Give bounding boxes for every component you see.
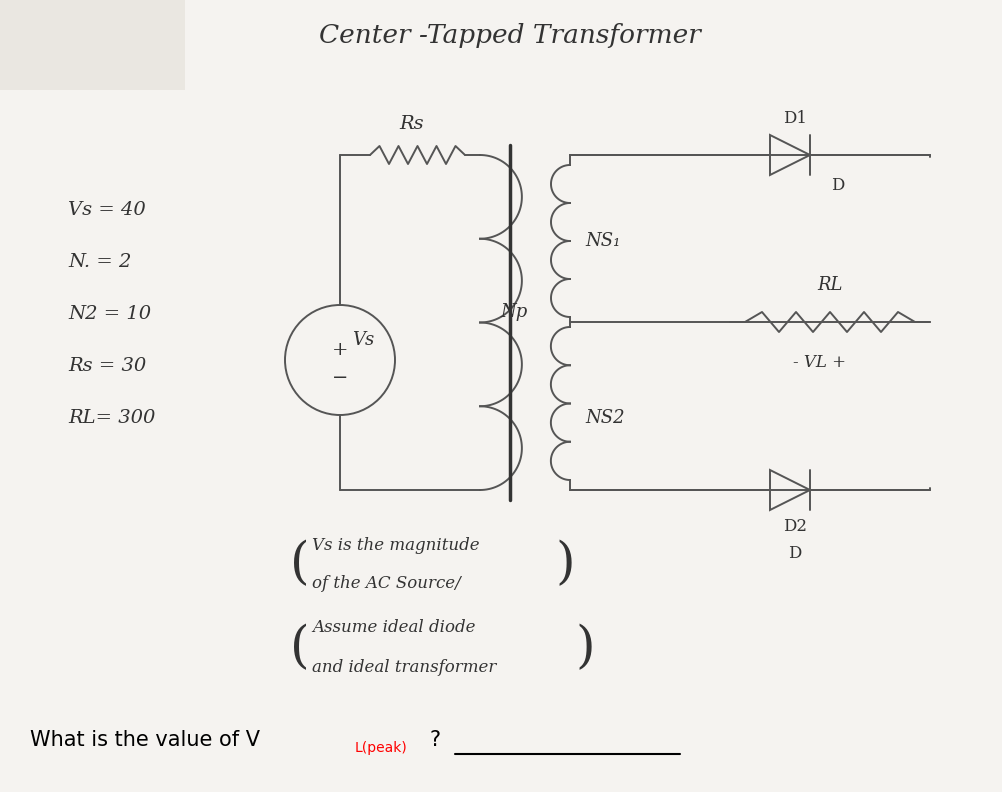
Text: RL= 300: RL= 300 — [68, 409, 155, 427]
Text: RL: RL — [817, 276, 842, 294]
Text: What is the value of V: What is the value of V — [30, 730, 260, 750]
Text: N2 = 10: N2 = 10 — [68, 305, 151, 323]
Text: Np: Np — [500, 303, 527, 321]
Text: −: − — [332, 369, 348, 387]
Text: Rs = 30: Rs = 30 — [68, 357, 146, 375]
Text: ?: ? — [430, 730, 441, 750]
Text: Rs: Rs — [399, 115, 424, 133]
Text: NS₁: NS₁ — [584, 232, 620, 250]
Text: of the AC Source/: of the AC Source/ — [312, 574, 460, 592]
Text: Vs is the magnitude: Vs is the magnitude — [312, 536, 479, 554]
Text: - VL +: - VL + — [793, 354, 846, 371]
Bar — [0, 0, 184, 90]
Text: (: ( — [290, 539, 310, 588]
Text: Assume ideal diode: Assume ideal diode — [312, 619, 475, 637]
Text: +: + — [332, 341, 348, 359]
Text: (: ( — [290, 623, 310, 672]
Text: D1: D1 — [783, 110, 807, 127]
Text: Center -Tapped Transformer: Center -Tapped Transformer — [319, 22, 700, 48]
Text: Vs = 40: Vs = 40 — [68, 201, 145, 219]
Text: D: D — [831, 177, 844, 194]
Text: NS2: NS2 — [584, 409, 624, 427]
Text: L(peak): L(peak) — [355, 741, 408, 755]
Text: Vs: Vs — [352, 331, 374, 349]
Text: D: D — [788, 545, 801, 562]
Text: N. = 2: N. = 2 — [68, 253, 131, 271]
Text: D2: D2 — [783, 518, 807, 535]
Text: ): ) — [574, 623, 594, 672]
Text: ): ) — [554, 539, 574, 588]
Text: and ideal transformer: and ideal transformer — [312, 660, 496, 676]
